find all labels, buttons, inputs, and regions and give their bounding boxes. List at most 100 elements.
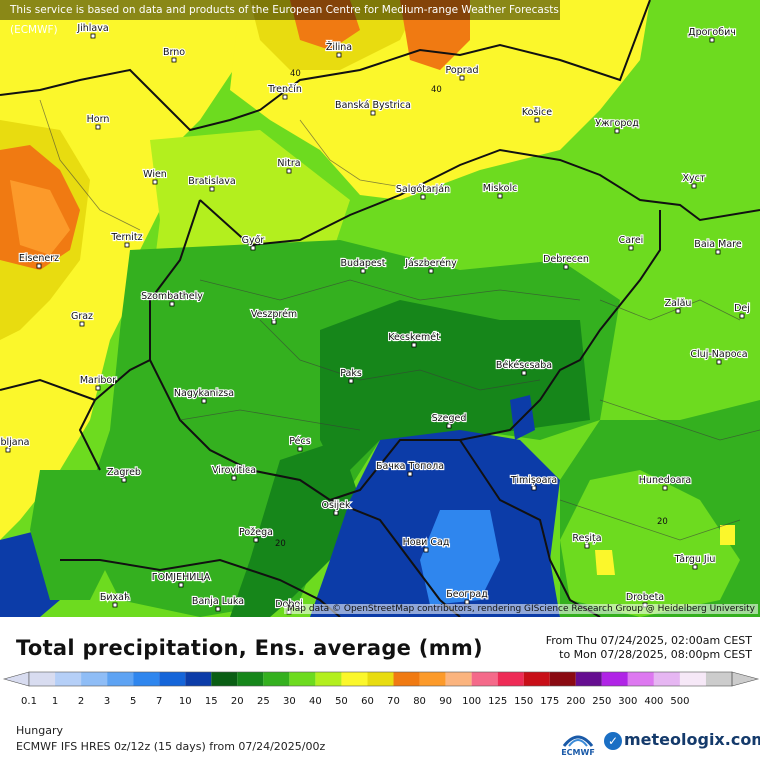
city-marker: Osijek bbox=[320, 499, 352, 516]
city-marker: Paks bbox=[339, 367, 363, 384]
legend-swatch bbox=[289, 672, 316, 686]
legend-tick-label: 15 bbox=[205, 696, 218, 707]
city-label: Eisenerz bbox=[19, 253, 59, 264]
city-marker: Târgu Jiu bbox=[673, 553, 716, 570]
meteologix-logo-text[interactable]: meteologix.com bbox=[624, 730, 760, 749]
city-label: Хуст bbox=[683, 173, 706, 184]
precipitation-map[interactable]: Jihlava Brno Žilina Poprad Дрогобич Trenčín Ba… bbox=[0, 0, 760, 617]
legend-swatch bbox=[81, 672, 108, 686]
city-marker: Horn bbox=[86, 113, 110, 130]
city-marker: Бихаћ bbox=[99, 591, 131, 608]
city-dot bbox=[360, 268, 366, 274]
legend-tick-label: 20 bbox=[231, 696, 244, 707]
city-label: Cluj-Napoca bbox=[690, 349, 747, 360]
city-dot bbox=[584, 543, 590, 549]
city-dot bbox=[336, 52, 342, 58]
city-label: Horn bbox=[87, 114, 110, 125]
city-dot bbox=[5, 447, 11, 453]
city-marker: Wien bbox=[142, 168, 168, 185]
city-label: Poprad bbox=[446, 65, 479, 76]
legend-tick-label: 10 bbox=[179, 696, 192, 707]
legend-swatch bbox=[237, 672, 264, 686]
city-dot bbox=[36, 263, 42, 269]
period-from: From Thu 07/24/2025, 02:00am CEST bbox=[545, 634, 752, 647]
legend-svg: 0.1 1 2 3 5 7 10 15 20 25 30 40 50 60 70 80 90 100 125 150 1… bbox=[2, 671, 760, 707]
legend-outline bbox=[28, 671, 733, 687]
ecmwf-logo-icon[interactable] bbox=[560, 728, 596, 758]
legend-swatch bbox=[133, 672, 160, 686]
city-dot bbox=[428, 268, 434, 274]
precip-zone-sw-green bbox=[30, 470, 120, 600]
city-dot bbox=[459, 75, 465, 81]
city-marker: Pécs bbox=[288, 435, 312, 452]
city-label: Carei bbox=[619, 235, 644, 246]
city-label: Paks bbox=[340, 368, 362, 379]
city-marker: Zalău bbox=[663, 297, 693, 314]
city-marker: Бачка Топола bbox=[375, 460, 445, 477]
city-marker: Ужгород bbox=[594, 117, 640, 134]
legend-swatch bbox=[107, 672, 134, 686]
city-dot bbox=[282, 94, 288, 100]
city-label: Szombathely bbox=[141, 291, 203, 302]
legend-tick-label: 5 bbox=[130, 696, 136, 707]
legend-swatch bbox=[497, 672, 524, 686]
city-label: Ужгород bbox=[595, 118, 639, 129]
city-marker: ГОМЈЕНИЦА bbox=[151, 571, 212, 588]
city-dot bbox=[152, 179, 158, 185]
city-label: Košice bbox=[522, 107, 552, 118]
map-svg: Jihlava Brno Žilina Poprad Дрогобич Trenčín Ba… bbox=[0, 0, 760, 617]
city-marker: Београд bbox=[445, 588, 489, 605]
region-borders bbox=[39, 99, 760, 541]
legend-swatch bbox=[575, 672, 602, 686]
precip-zone-dark-green bbox=[320, 300, 590, 480]
period-to: to Mon 07/28/2025, 08:00pm CEST bbox=[559, 648, 752, 661]
city-marker: Dej bbox=[733, 302, 751, 319]
city-marker: Reșița bbox=[571, 532, 603, 549]
meteologix-logo-icon[interactable]: ✓ bbox=[604, 732, 622, 750]
city-dot bbox=[715, 249, 721, 255]
city-dot bbox=[497, 193, 503, 199]
ecmwf-logo-text[interactable]: ECMWF bbox=[561, 748, 595, 757]
city-marker: Košice bbox=[521, 106, 553, 123]
city-dot bbox=[171, 57, 177, 63]
city-marker: Kecskemét bbox=[387, 331, 441, 348]
city-marker: Нови Сад bbox=[402, 536, 451, 553]
legend-tick-label: 90 bbox=[439, 696, 452, 707]
legend-swatch bbox=[211, 672, 238, 686]
city-dot bbox=[534, 117, 540, 123]
city-label: Београд bbox=[446, 589, 488, 600]
city-marker: Ljubljana bbox=[0, 436, 31, 453]
city-dot bbox=[370, 110, 376, 116]
legend-swatch bbox=[627, 672, 654, 686]
city-marker: Maribor bbox=[79, 374, 117, 391]
legend-tick-label: 30 bbox=[283, 696, 296, 707]
legend-tick-label: 40 bbox=[309, 696, 322, 707]
legend-arrow-low bbox=[2, 671, 30, 687]
city-dot bbox=[95, 124, 101, 130]
legend-tick-label: 175 bbox=[540, 696, 559, 707]
city-dot bbox=[112, 602, 118, 608]
contour-label: 40 bbox=[431, 85, 442, 95]
city-dot bbox=[178, 582, 184, 588]
legend-tick-label: 60 bbox=[361, 696, 374, 707]
legend-tick-label: 25 bbox=[257, 696, 270, 707]
city-label: Osijek bbox=[321, 500, 351, 511]
city-dot bbox=[209, 186, 215, 192]
city-marker: Žilina bbox=[325, 40, 353, 58]
border-at-si bbox=[0, 378, 96, 401]
contour-label: 40 bbox=[290, 69, 301, 79]
precip-zone-orange-core bbox=[10, 180, 70, 255]
legend-swatch bbox=[523, 672, 550, 686]
legend-swatch bbox=[445, 672, 472, 686]
city-dot bbox=[271, 319, 277, 325]
city-marker: Požega bbox=[238, 526, 274, 543]
city-label: Jászberény bbox=[404, 258, 457, 269]
city-dot bbox=[95, 385, 101, 391]
legend-swatch bbox=[55, 672, 82, 686]
contour-label: 20 bbox=[275, 539, 286, 549]
city-dot bbox=[423, 547, 429, 553]
city-label: Nitra bbox=[277, 158, 300, 169]
city-dot bbox=[253, 537, 259, 543]
city-label: Graz bbox=[71, 311, 93, 322]
legend-swatch bbox=[185, 672, 212, 686]
